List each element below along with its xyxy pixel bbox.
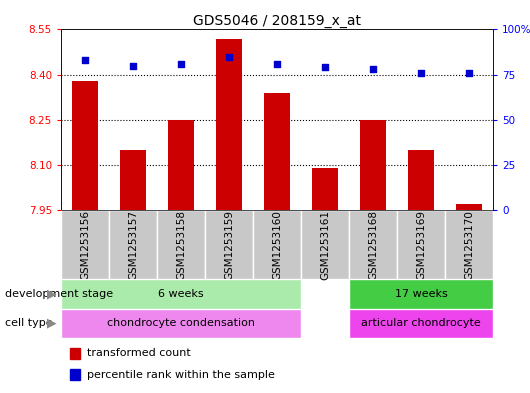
Text: GSM1253161: GSM1253161	[320, 209, 330, 280]
Bar	[397, 210, 445, 279]
Bar	[253, 210, 301, 279]
Text: percentile rank within the sample: percentile rank within the sample	[87, 370, 275, 380]
Bar	[205, 210, 253, 279]
Point	[176, 61, 185, 67]
Text: cell type: cell type	[5, 318, 53, 328]
Bar	[61, 309, 301, 338]
Bar	[69, 369, 81, 380]
Text: GSM1253170: GSM1253170	[464, 210, 474, 279]
Bar	[445, 210, 493, 279]
Text: transformed count: transformed count	[87, 348, 191, 358]
Bar	[69, 348, 81, 358]
Bar	[61, 210, 109, 279]
Text: GSM1253157: GSM1253157	[128, 209, 138, 280]
Text: 17 weeks: 17 weeks	[394, 289, 447, 299]
Text: ▶: ▶	[47, 317, 57, 330]
Bar	[456, 204, 482, 210]
Bar	[349, 210, 397, 279]
Bar	[360, 120, 386, 210]
Title: GDS5046 / 208159_x_at: GDS5046 / 208159_x_at	[193, 15, 361, 28]
Text: articular chondrocyte: articular chondrocyte	[361, 318, 481, 328]
Bar	[109, 210, 157, 279]
Point	[225, 53, 233, 60]
Bar	[120, 150, 146, 210]
Bar	[349, 309, 493, 338]
Point	[321, 64, 329, 71]
Point	[272, 61, 281, 67]
Text: ▶: ▶	[47, 287, 57, 300]
Point	[465, 70, 473, 76]
Text: GSM1253156: GSM1253156	[80, 209, 90, 280]
Point	[417, 70, 425, 76]
Bar	[167, 120, 194, 210]
Bar	[216, 39, 242, 210]
Text: GSM1253158: GSM1253158	[176, 209, 186, 280]
Point	[81, 57, 89, 63]
Bar	[301, 210, 349, 279]
Text: chondrocyte condensation: chondrocyte condensation	[107, 318, 255, 328]
Text: development stage: development stage	[5, 289, 113, 299]
Text: GSM1253159: GSM1253159	[224, 209, 234, 280]
Bar	[157, 210, 205, 279]
Text: GSM1253169: GSM1253169	[416, 209, 426, 280]
Text: 6 weeks: 6 weeks	[158, 289, 204, 299]
Bar	[72, 81, 98, 210]
Point	[129, 62, 137, 69]
Point	[369, 66, 377, 72]
Bar	[408, 150, 434, 210]
Bar	[264, 93, 290, 210]
Bar	[312, 168, 338, 210]
Text: GSM1253168: GSM1253168	[368, 209, 378, 280]
Bar	[349, 279, 493, 309]
Bar	[61, 279, 301, 309]
Text: GSM1253160: GSM1253160	[272, 210, 282, 279]
